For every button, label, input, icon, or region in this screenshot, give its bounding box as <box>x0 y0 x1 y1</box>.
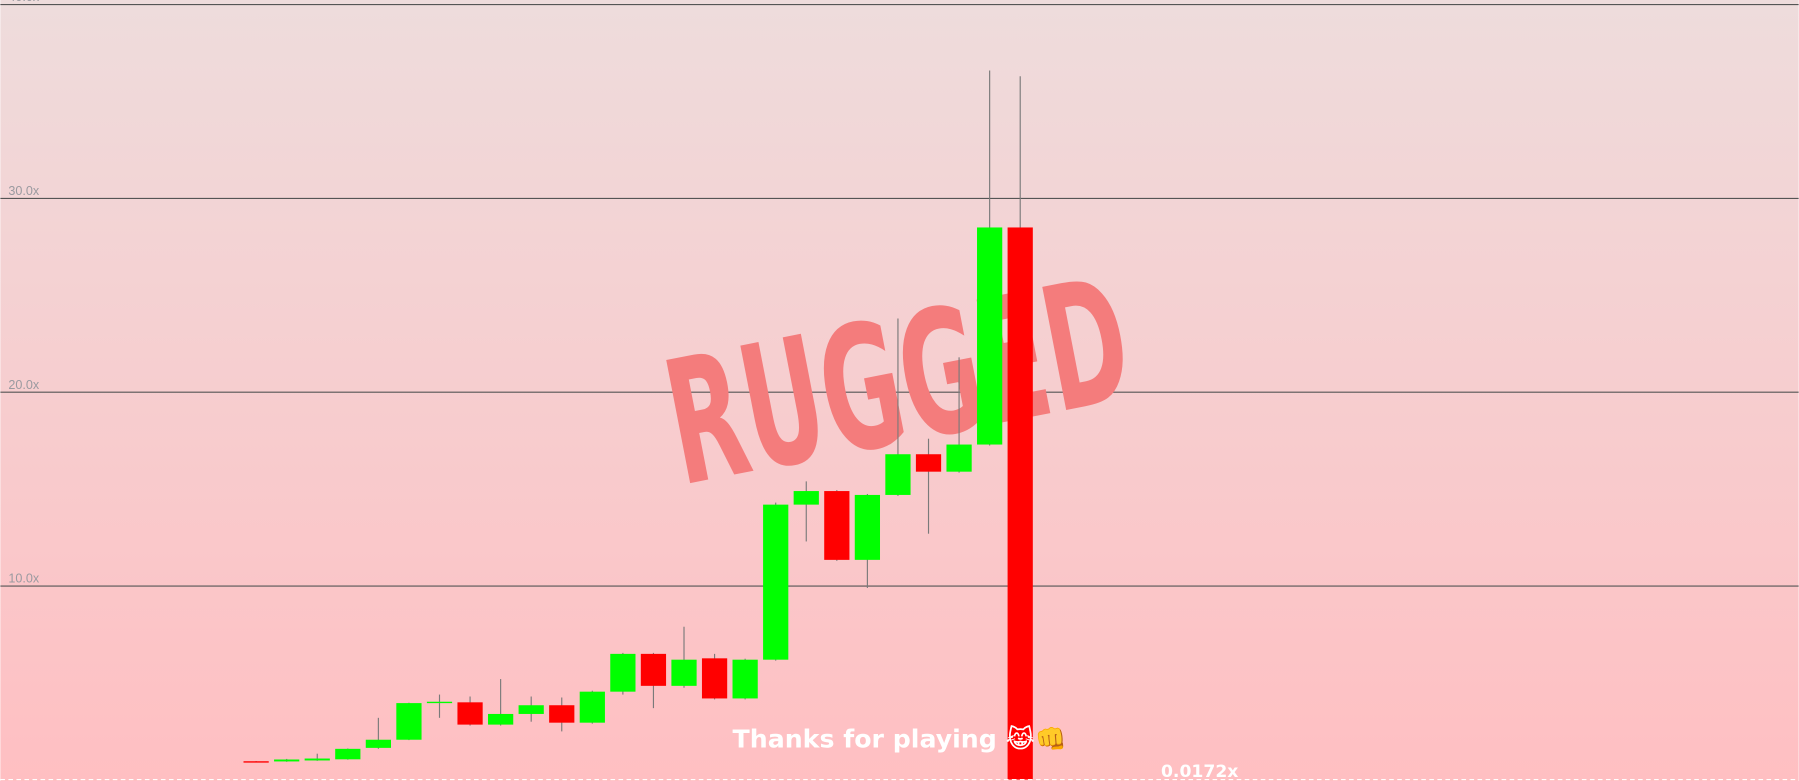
candle-body <box>488 713 514 725</box>
candle-body <box>304 758 330 761</box>
candle-body <box>549 705 575 723</box>
y-tick-label: 30.0x <box>8 184 40 198</box>
candle-body <box>243 761 269 763</box>
candle-body <box>274 759 300 762</box>
candle-body <box>763 504 789 660</box>
candle-body <box>1007 227 1033 780</box>
candle-body <box>365 739 391 748</box>
last-price-label: 0.0172x <box>1161 762 1238 781</box>
grid: 10.0x 20.0x 30.0x 40.0x <box>0 0 1799 587</box>
candle-body <box>824 491 850 560</box>
y-tick-label: 40.0x <box>8 0 40 4</box>
candle-body <box>915 454 942 472</box>
candle-body <box>701 658 728 699</box>
y-tick-label: 20.0x <box>8 378 40 392</box>
candle-body <box>977 227 1003 445</box>
candle-body <box>518 705 544 714</box>
candle-body <box>610 653 636 692</box>
candle-body <box>579 691 605 723</box>
candle-body <box>671 659 697 686</box>
candles: 0.0172x <box>0 70 1799 781</box>
candle-body <box>457 702 483 725</box>
candle-body <box>946 444 972 472</box>
candle-body <box>854 494 881 560</box>
candle-body <box>885 454 911 495</box>
candle-body <box>426 701 453 704</box>
candle-body <box>396 703 422 740</box>
y-tick-label: 10.0x <box>8 572 40 586</box>
candle-body <box>793 491 819 505</box>
candle-body <box>640 653 667 686</box>
footer-message: Thanks for playing 😹👊 <box>733 725 1067 754</box>
candle-body <box>732 659 758 699</box>
candle-body <box>335 748 361 760</box>
